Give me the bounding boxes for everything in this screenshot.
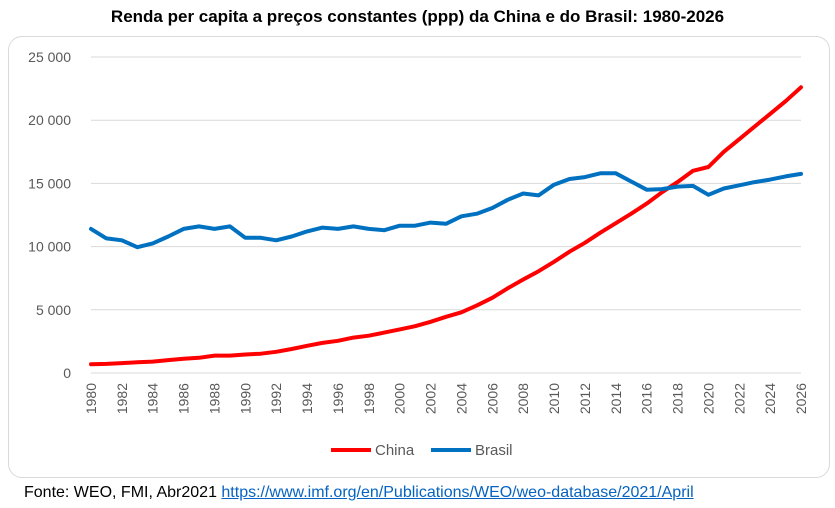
source-note: Fonte: WEO, FMI, Abr2021 https://www.imf…	[24, 484, 694, 502]
y-tick-label: 5 000	[36, 302, 71, 318]
y-tick-label: 25 000	[28, 49, 71, 65]
series-lines	[89, 85, 803, 367]
x-tick-label: 2016	[639, 383, 655, 414]
x-tick-label: 1990	[237, 383, 253, 414]
series-line-brasil	[89, 171, 803, 250]
x-tick-label: 1984	[145, 383, 161, 414]
x-tick-label: 1996	[330, 383, 346, 414]
legend-label: Brasil	[475, 442, 513, 459]
x-tick-label: 2008	[515, 383, 531, 414]
x-tick-label: 1980	[83, 383, 99, 414]
x-tick-label: 2006	[484, 383, 500, 414]
y-tick-label: 15 000	[28, 175, 71, 191]
legend: China Brasil	[331, 442, 513, 459]
y-tick-label: 10 000	[28, 239, 71, 255]
chart-title: Renda per capita a preços constantes (pp…	[110, 7, 725, 26]
x-tick-label: 2004	[453, 383, 469, 414]
x-tick-label: 2002	[423, 383, 439, 414]
series-line-china	[89, 85, 803, 367]
chart-area: 25 000 20 000 15 000 10 000 5 000 0 1980 1982 1…	[8, 36, 830, 478]
y-axis-ticks: 25 000 20 000 15 000 10 000 5 000 0	[28, 49, 71, 381]
x-tick-label: 1982	[114, 383, 130, 414]
x-tick-label: 1998	[361, 383, 377, 414]
x-tick-label: 2014	[608, 383, 624, 414]
source-prefix: Fonte: WEO, FMI, Abr2021	[24, 484, 222, 501]
x-tick-label: 1988	[206, 383, 222, 414]
y-tick-label: 0	[63, 365, 71, 381]
x-tick-label: 1994	[299, 383, 315, 414]
x-tick-label: 2012	[577, 383, 593, 414]
x-tick-label: 2010	[546, 383, 562, 414]
source-link[interactable]: https://www.imf.org/en/Publications/WEO/…	[221, 484, 694, 501]
x-tick-label: 1986	[176, 383, 192, 414]
x-tick-label: 2018	[670, 383, 686, 414]
x-tick-label: 2020	[700, 383, 716, 414]
x-tick-label: 2000	[392, 383, 408, 414]
x-tick-label: 2026	[793, 383, 809, 414]
x-axis-ticks: 1980 1982 1984 1986 1988 1990 1992 1994 1996 1998…	[83, 383, 809, 414]
x-tick-label: 2024	[762, 383, 778, 414]
x-tick-label: 2022	[731, 383, 747, 414]
legend-label: China	[375, 442, 415, 459]
y-tick-label: 20 000	[28, 112, 71, 128]
gridlines	[91, 56, 801, 374]
x-tick-label: 1992	[268, 383, 284, 414]
